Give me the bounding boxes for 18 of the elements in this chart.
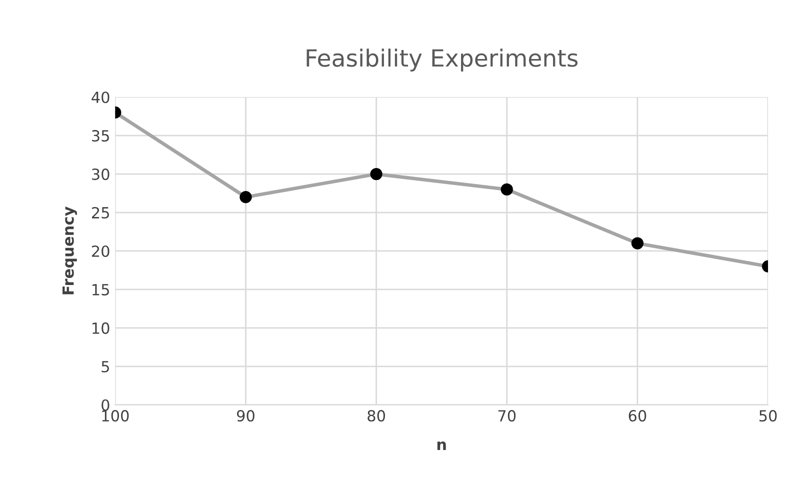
y-tick-label: 20 [92,245,110,258]
y-tick-label: 10 [92,322,110,334]
x-axis-title: n [437,441,446,450]
x-tick-label: 100 [102,410,129,422]
x-tick-label: 90 [236,410,254,422]
x-tick-label: 70 [498,410,516,422]
y-tick-label: 0 [102,399,110,411]
x-tick-label: 60 [628,410,646,422]
y-tick-label: 5 [102,361,109,372]
x-tick-label: 80 [368,410,386,422]
y-tick-label: 15 [92,284,109,296]
y-tick-label: 40 [92,92,110,104]
y-tick-label: 25 [92,206,109,219]
y-tick-label: 30 [92,168,110,180]
x-tick-label: 50 [759,410,777,422]
chart-title: Feasibility Experiments [306,48,578,72]
y-axis-title: Frequency [62,206,77,294]
y-tick-label: 35 [92,130,109,142]
